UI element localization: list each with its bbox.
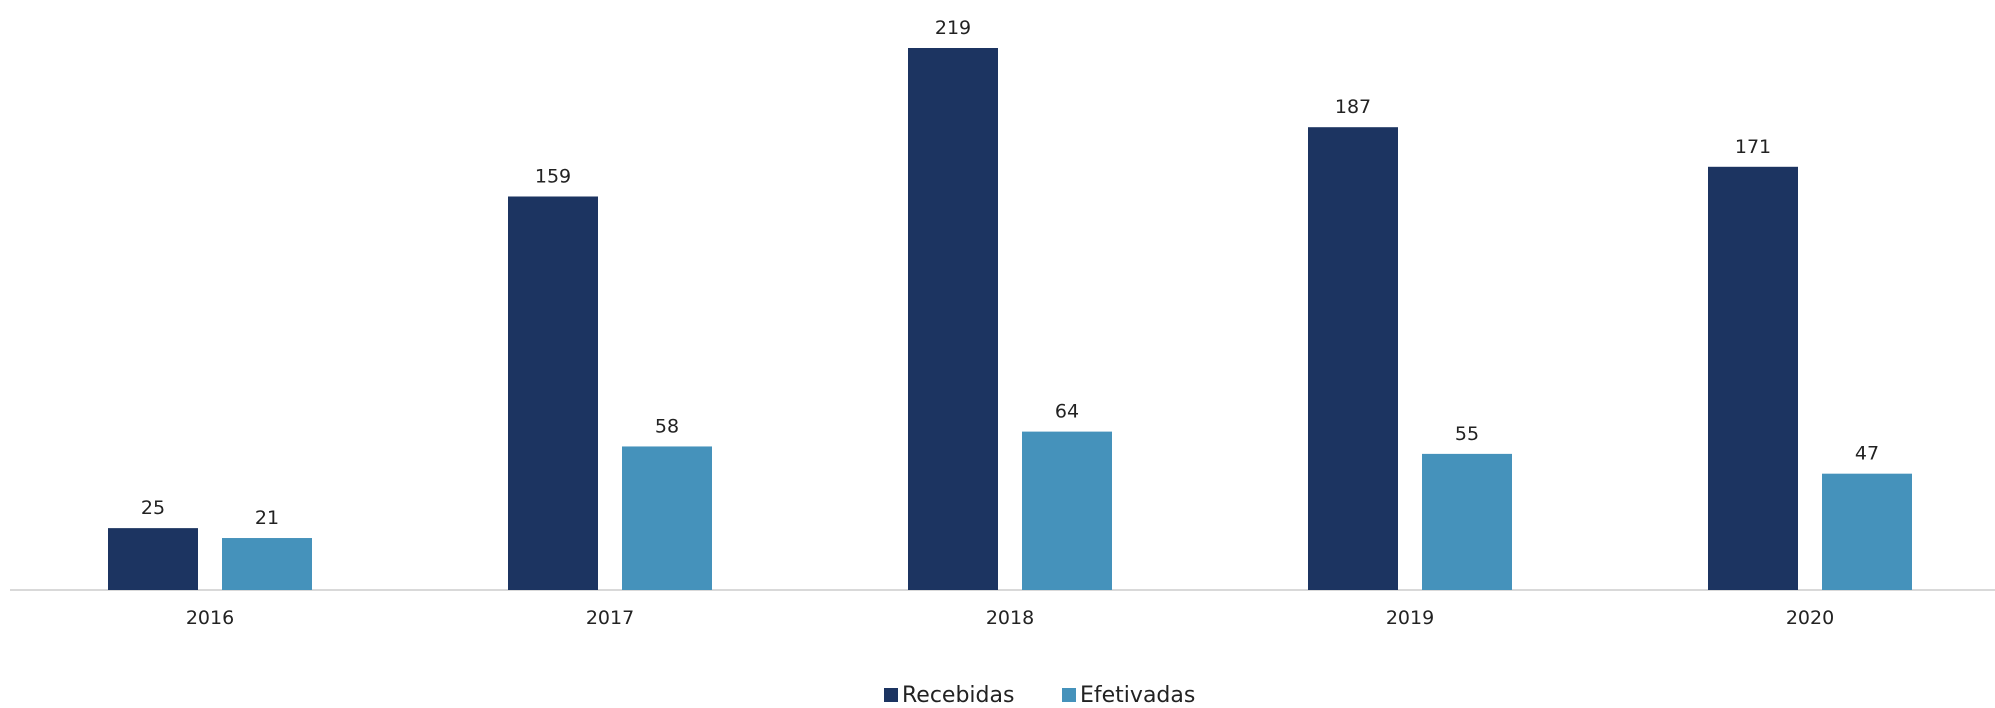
value-labels-group: 25 21 159 58 219 64 187 55 171 47 <box>141 17 1879 529</box>
value-label-recebidas-2016: 25 <box>141 497 165 519</box>
legend-label-recebidas: Recebidas <box>902 683 1014 708</box>
x-tick-label-2016: 2016 <box>186 607 234 629</box>
bars-group <box>108 48 1912 590</box>
value-label-efetivadas-2020: 47 <box>1855 443 1879 465</box>
x-tick-label-2019: 2019 <box>1386 607 1434 629</box>
bar-recebidas-2019 <box>1308 127 1398 590</box>
bar-efetivadas-2020 <box>1822 473 1912 590</box>
value-label-efetivadas-2019: 55 <box>1455 423 1479 445</box>
legend-swatch-efetivadas <box>1062 688 1076 702</box>
bar-efetivadas-2019 <box>1422 453 1512 590</box>
value-label-efetivadas-2017: 58 <box>655 415 679 437</box>
value-label-recebidas-2019: 187 <box>1335 96 1371 118</box>
value-label-recebidas-2018: 219 <box>935 17 971 39</box>
legend-swatch-recebidas <box>884 688 898 702</box>
value-label-recebidas-2020: 171 <box>1735 136 1771 158</box>
bar-efetivadas-2018 <box>1022 431 1112 590</box>
value-label-recebidas-2017: 159 <box>535 165 571 187</box>
bar-recebidas-2017 <box>508 196 598 590</box>
x-tick-label-2020: 2020 <box>1786 607 1834 629</box>
x-tick-label-2017: 2017 <box>586 607 634 629</box>
bar-recebidas-2020 <box>1708 166 1798 590</box>
bar-recebidas-2016 <box>108 528 198 590</box>
x-tick-labels-group: 2016 2017 2018 2019 2020 <box>186 607 1834 629</box>
bar-recebidas-2018 <box>908 48 998 590</box>
value-label-efetivadas-2018: 64 <box>1055 401 1079 423</box>
legend-label-efetivadas: Efetivadas <box>1080 683 1195 708</box>
x-tick-label-2018: 2018 <box>986 607 1034 629</box>
bar-efetivadas-2017 <box>622 446 712 590</box>
legend: Recebidas Efetivadas <box>884 683 1195 708</box>
value-label-efetivadas-2016: 21 <box>255 507 279 529</box>
bar-efetivadas-2016 <box>222 538 312 590</box>
